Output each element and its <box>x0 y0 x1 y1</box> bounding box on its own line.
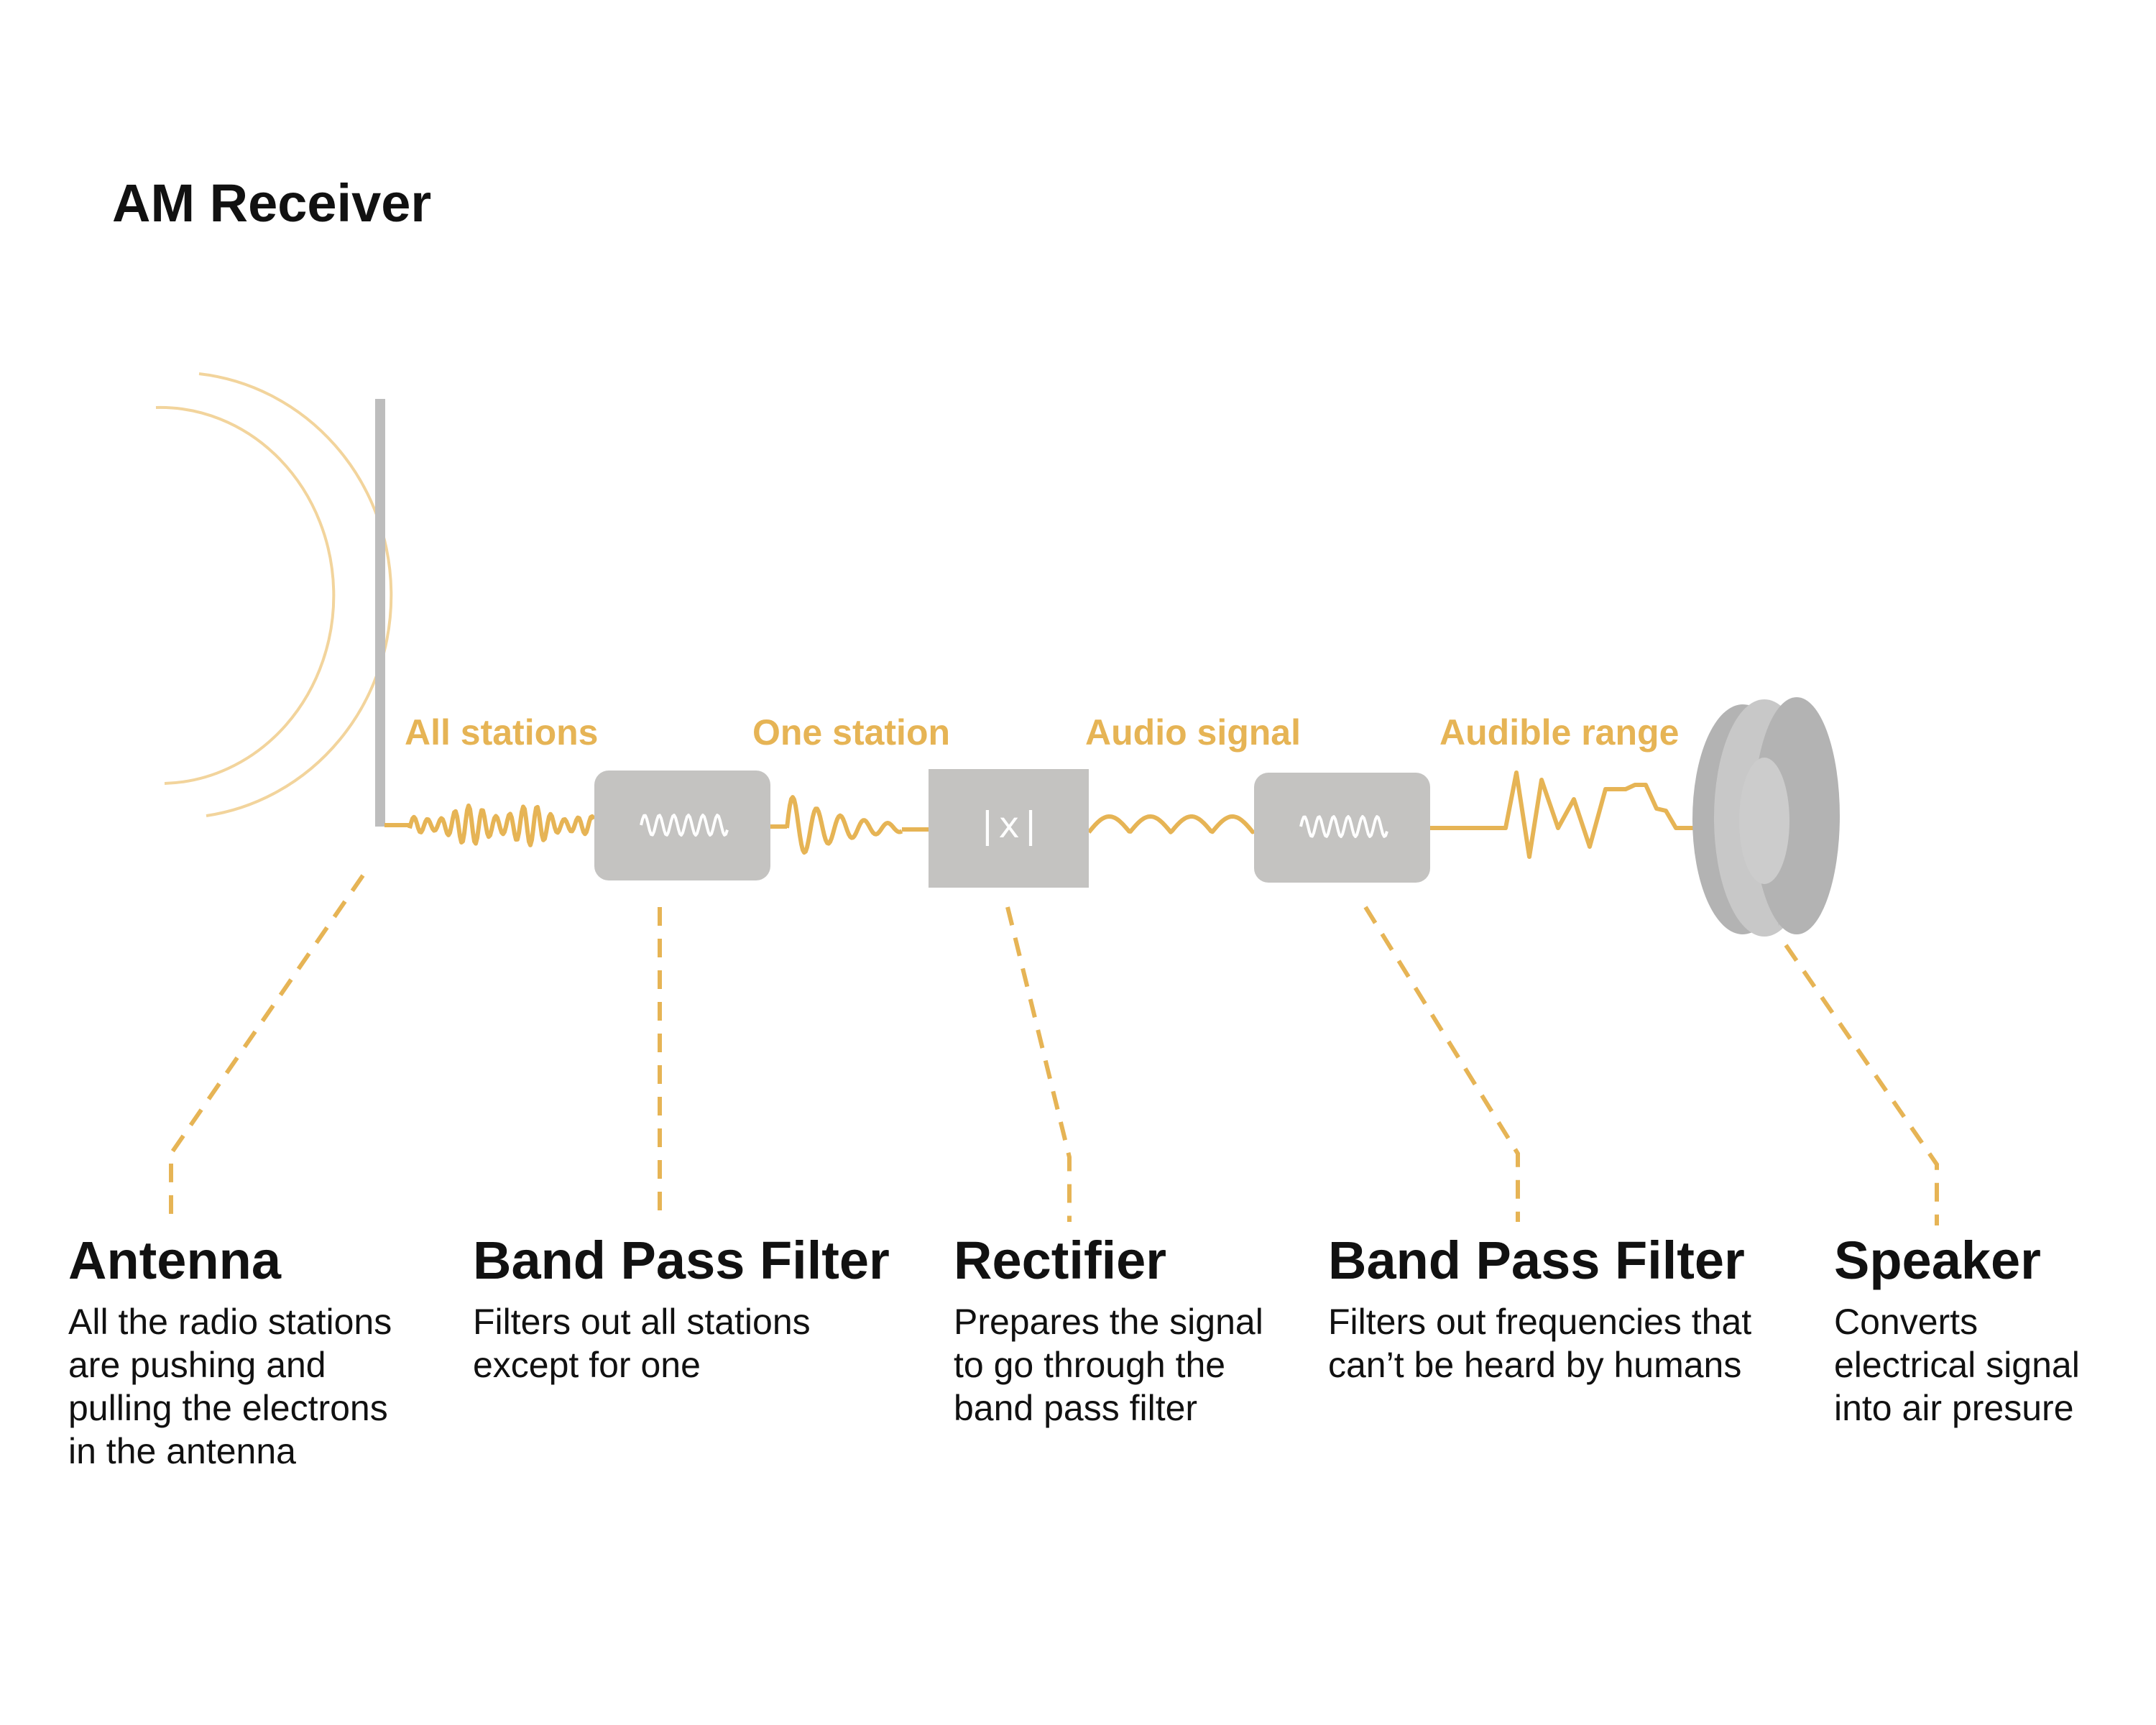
description-speaker: Speaker Converts electrical signal into … <box>1834 1229 2080 1430</box>
description-line: Prepares the signal <box>954 1301 1263 1342</box>
description-line: pulling the electrons <box>68 1387 388 1428</box>
description-line: into air presure <box>1834 1387 2074 1428</box>
description-line: Filters out frequencies that <box>1328 1301 1752 1342</box>
band-pass-filter-box-2 <box>1254 773 1430 883</box>
wave-icon <box>1299 815 1388 838</box>
description-line: electrical signal <box>1834 1344 2080 1385</box>
description-line: can’t be heard by humans <box>1328 1344 1742 1385</box>
signal-all-stations <box>407 803 596 847</box>
band-pass-filter-box-1 <box>594 770 770 880</box>
speaker <box>1692 697 1840 937</box>
signal-label-audio-signal: Audio signal <box>1085 712 1301 753</box>
antenna <box>375 399 385 827</box>
description-line: except for one <box>473 1344 701 1385</box>
leader-line-band-pass-filter-2 <box>1363 906 1520 1222</box>
wave-icon <box>640 814 729 837</box>
description-antenna: Antenna All the radio stations are pushi… <box>68 1229 392 1473</box>
description-line: are pushing and <box>68 1344 326 1385</box>
description-heading: Rectifier <box>954 1230 1167 1290</box>
radio-wave-arc-outer <box>198 372 393 817</box>
description-line: band pass filter <box>954 1387 1198 1428</box>
description-line: Converts <box>1834 1301 1978 1342</box>
absolute-value-icon: |x| <box>977 804 1041 846</box>
rectifier-box <box>929 769 1089 888</box>
leader-line-rectifier <box>1005 906 1072 1222</box>
description-heading: Band Pass Filter <box>1328 1230 1745 1290</box>
signal-label-one-station: One station <box>752 712 951 753</box>
description-line: All the radio stations <box>68 1301 392 1342</box>
radio-wave-arc-inner <box>155 405 336 785</box>
description-line: to go through the <box>954 1344 1226 1385</box>
description-heading: Antenna <box>68 1230 281 1290</box>
description-band-pass-filter-1: Band Pass Filter Filters out all station… <box>473 1229 890 1386</box>
description-heading: Band Pass Filter <box>473 1230 890 1290</box>
leader-line-antenna <box>169 874 365 1218</box>
signal-label-audible-range: Audible range <box>1439 712 1680 753</box>
description-rectifier: Rectifier Prepares the signal to go thro… <box>954 1229 1263 1430</box>
description-heading: Speaker <box>1834 1230 2041 1290</box>
description-band-pass-filter-2: Band Pass Filter Filters out frequencies… <box>1328 1229 1751 1386</box>
description-line: Filters out all stations <box>473 1301 811 1342</box>
description-line: in the antenna <box>68 1430 296 1471</box>
leader-line-speaker <box>1784 944 1939 1225</box>
signal-audio <box>1087 814 1256 834</box>
signal-one-station <box>785 795 903 855</box>
signal-audible-range <box>1430 770 1696 859</box>
page-title: AM Receiver <box>112 173 432 233</box>
signal-label-all-stations: All stations <box>405 712 599 753</box>
